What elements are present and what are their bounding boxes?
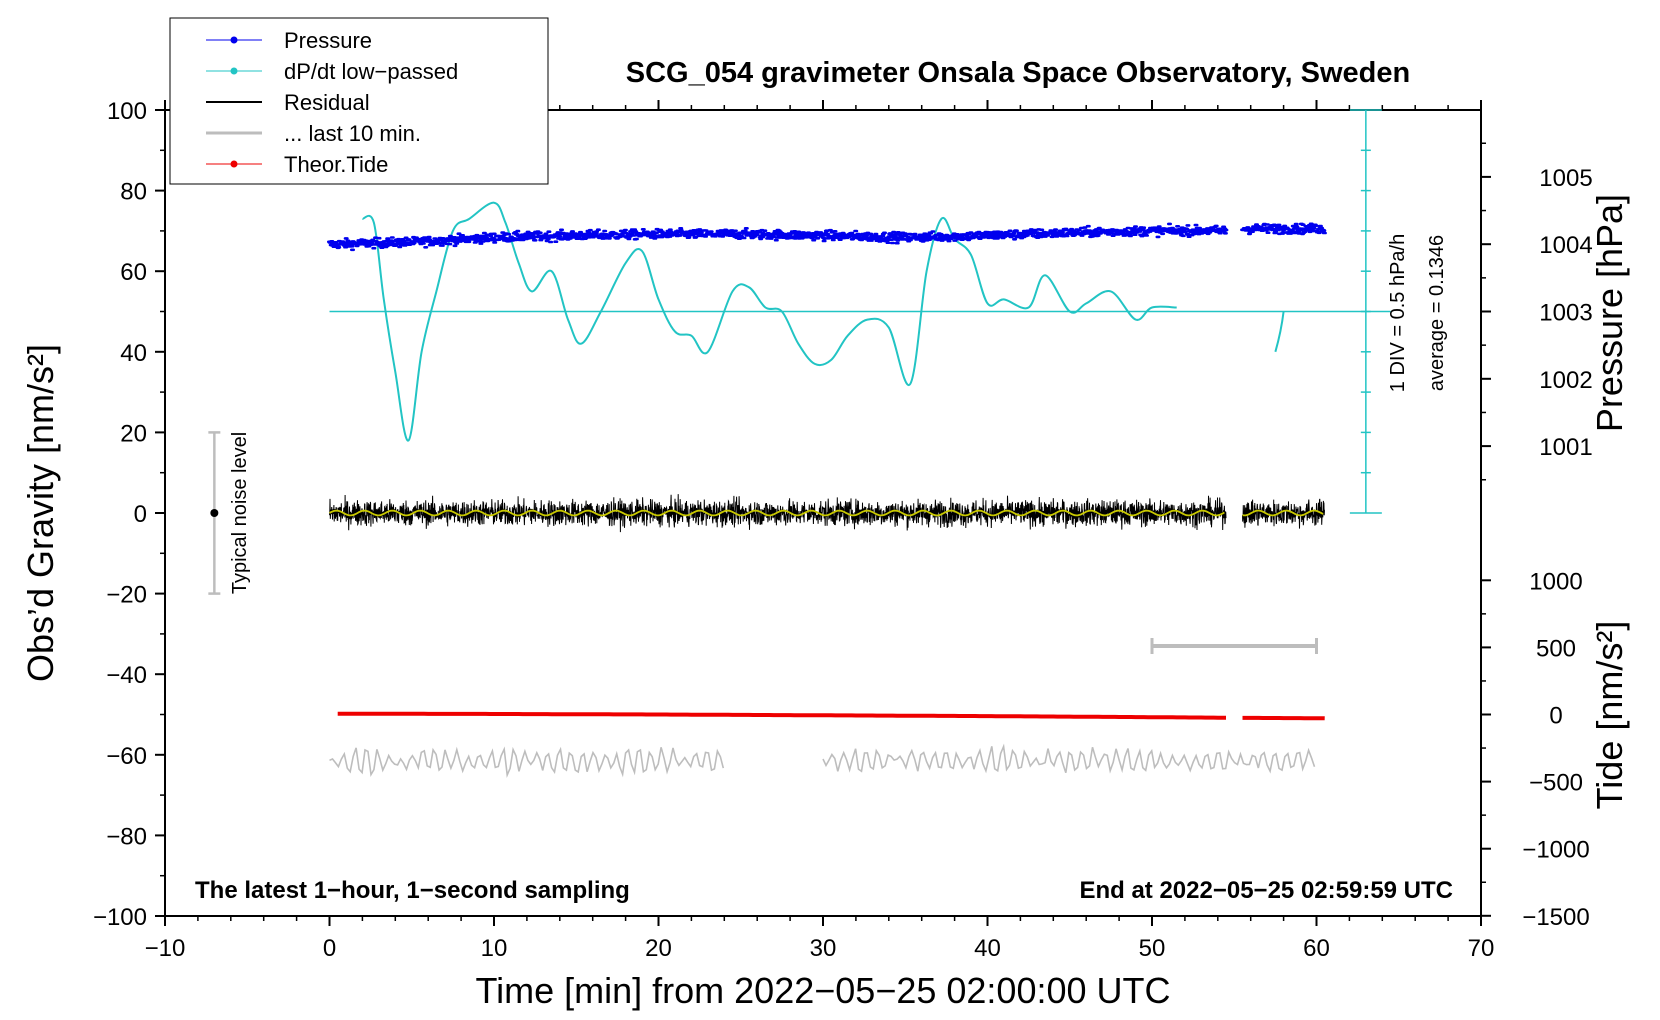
y-tick-label: 100: [107, 98, 147, 125]
y-tick-label: −80: [106, 823, 147, 850]
x-tick-label: −10: [145, 935, 186, 962]
y-tick-label: −20: [106, 582, 147, 609]
x-tick-label: 50: [1139, 935, 1166, 962]
pressure-axis-title: Pressure [hPa]: [1589, 194, 1630, 432]
pressure-tick-label: 1005: [1539, 165, 1592, 192]
dpdt-line: [362, 201, 1177, 442]
dpdt-scale-layer: [208, 109, 1391, 595]
tide-line: [337, 711, 1226, 720]
x-tick-label: 30: [810, 935, 837, 962]
tide-tick-label: 1000: [1529, 568, 1582, 595]
tide-tick-label: −500: [1529, 770, 1583, 797]
tide-tick-label: 500: [1536, 635, 1576, 662]
sampling-note: The latest 1−hour, 1−second sampling: [195, 877, 630, 904]
y-tick-label: −100: [93, 904, 147, 931]
residual-smoothed-line: [1242, 509, 1324, 517]
y-tick-label: 20: [120, 420, 147, 447]
tide-tick-label: −1000: [1522, 837, 1589, 864]
pressure-tick-label: 1003: [1539, 300, 1592, 327]
dpdt-scale-label: 1 DIV = 0.5 hPa/h: [1387, 234, 1409, 392]
y-tick-label: −60: [106, 743, 147, 770]
last10-line: [822, 743, 1316, 774]
y-tick-label: 60: [120, 259, 147, 286]
y-tick-label: 80: [120, 179, 147, 206]
legend-label-dpdt: dP/dt low−passed: [284, 59, 458, 84]
x-tick-label: 60: [1303, 935, 1330, 962]
legend-label-residual: Residual: [284, 90, 370, 115]
dpdt-line-tail: [1274, 311, 1285, 353]
x-tick-label: 20: [645, 935, 672, 962]
y-tick-label: 0: [134, 501, 147, 528]
legend-label-pressure: Pressure: [284, 28, 372, 53]
tide-axis-title: Tide [nm/s²]: [1589, 621, 1630, 810]
pressure-points: [327, 222, 1327, 252]
residual-line: [1242, 498, 1325, 529]
x-axis-title: Time [min] from 2022−05−25 02:00:00 UTC: [475, 970, 1170, 1011]
x-tick-label: 40: [974, 935, 1001, 962]
end-time-note: End at 2022−05−25 02:59:59 UTC: [1079, 877, 1453, 904]
legend-marker-dpdt: [230, 67, 238, 75]
noise-point: [210, 509, 219, 517]
y-axis-title: Obs’d Gravity [nm/s²]: [20, 344, 61, 682]
last10-line: [329, 746, 725, 779]
legend-marker-pressure: [230, 36, 238, 44]
legend-label-tide: Theor.Tide: [284, 152, 388, 177]
legend: Pressure dP/dt low−passed Residual ... l…: [169, 17, 549, 185]
y-tick-label: 40: [120, 340, 147, 367]
legend-label-last10: ... last 10 min.: [284, 121, 421, 146]
pressure-tick-label: 1001: [1539, 434, 1592, 461]
dpdt-average-label: average = 0.1346: [1426, 235, 1448, 391]
pressure-tick-label: 1004: [1539, 232, 1592, 259]
residual-line: [329, 494, 1227, 533]
pressure-tick-label: 1002: [1539, 367, 1592, 394]
residual-smoothed-line: [329, 509, 1225, 517]
y-tick-label: −40: [106, 662, 147, 689]
x-tick-label: 70: [1468, 935, 1495, 962]
chart-title: SCG_054 gravimeter Onsala Space Observat…: [626, 57, 1410, 89]
tick-layer: −10 0 10 20 30 40 50 60 70100806040200−20−40−60−…: [93, 98, 1593, 962]
noise-level-label: Typical noise level: [229, 432, 251, 594]
tide-tick-label: −1500: [1522, 904, 1589, 931]
x-tick-label: 10: [481, 935, 508, 962]
legend-marker-tide: [230, 160, 238, 168]
data-layer: [327, 201, 1327, 779]
x-tick-label: 0: [323, 935, 336, 962]
tide-tick-label: 0: [1549, 703, 1562, 730]
